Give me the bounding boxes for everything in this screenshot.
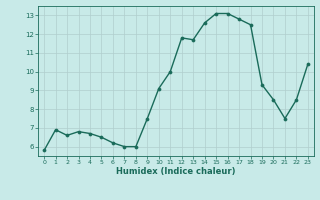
X-axis label: Humidex (Indice chaleur): Humidex (Indice chaleur) (116, 167, 236, 176)
